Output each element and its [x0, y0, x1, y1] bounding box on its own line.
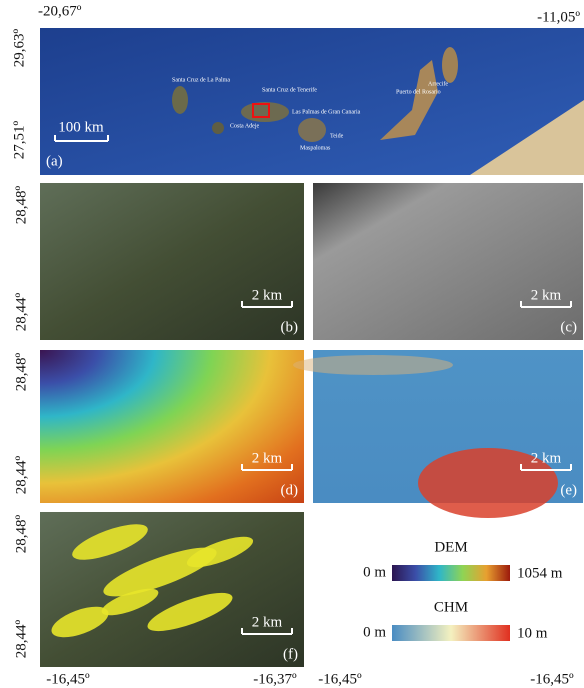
- island: [212, 122, 224, 134]
- place-name: Arrecife: [428, 80, 448, 87]
- island: [172, 86, 188, 114]
- latitude-label: 28,48º: [13, 352, 29, 391]
- place-name: Santa Cruz de Tenerife: [262, 86, 317, 93]
- legend-min: 0 m: [363, 624, 386, 640]
- place-name: Puerto del Rosario: [396, 89, 441, 95]
- panel-image: [313, 183, 583, 340]
- colorbar: [392, 565, 510, 581]
- legend-title: DEM: [434, 539, 467, 555]
- panel-label: (b): [281, 319, 299, 335]
- panel-image: [40, 512, 304, 667]
- panel: 2 km (d): [40, 350, 304, 503]
- longitude-label: -16,45º: [530, 671, 574, 687]
- scale-bar-label: 100 km: [58, 119, 104, 135]
- panel-label: (f): [283, 646, 298, 662]
- place-name: Costa Adeje: [230, 123, 259, 129]
- place-name: Maspalomas: [300, 145, 331, 151]
- panel: 2 km (e): [293, 350, 583, 518]
- latitude-label: 28,44º: [13, 292, 29, 331]
- legend-max: 10 m: [517, 625, 548, 641]
- ocean: [40, 28, 584, 175]
- panel: 2 km (b): [40, 183, 304, 340]
- legend: CHM 0 m 10 m: [363, 599, 548, 641]
- latitude-label: 29,63º: [11, 28, 27, 67]
- latitude-label: 28,48º: [13, 514, 29, 553]
- legend-title: CHM: [434, 599, 468, 615]
- place-name: Las Palmas de Gran Canaria: [292, 109, 361, 115]
- longitude-label: -11,05º: [537, 9, 580, 25]
- latitude-label: 28,44º: [13, 455, 29, 494]
- latitude-label: 27,51º: [11, 120, 27, 159]
- scale-bar-label: 2 km: [531, 450, 562, 466]
- panel: 2 km (c): [313, 183, 583, 340]
- legend-max: 1054 m: [517, 565, 563, 581]
- panel-label: (e): [560, 482, 577, 498]
- panel-label: (c): [560, 319, 577, 335]
- panel-label: (a): [46, 153, 63, 169]
- scale-bar-label: 2 km: [252, 450, 283, 466]
- panel: 2 km (f): [40, 512, 304, 667]
- overview-map: [40, 28, 584, 175]
- panel-image: [40, 183, 304, 340]
- place-name: Teide: [330, 133, 344, 139]
- panel-image: [40, 350, 304, 503]
- chm-hotspot: [293, 355, 453, 375]
- latitude-label: 28,44º: [13, 619, 29, 658]
- longitude-label: -16,45º: [318, 671, 362, 687]
- scale-bar-label: 2 km: [531, 287, 562, 303]
- island: [298, 118, 326, 142]
- latitude-label: 28,48º: [13, 185, 29, 224]
- panel-label: (d): [281, 482, 299, 498]
- island: [442, 47, 458, 83]
- figure: -20,67º -11,05º 29,63º 27,51º 100 km (a) Santa…: [0, 0, 584, 688]
- scale-bar-label: 2 km: [252, 287, 283, 303]
- longitude-label: -16,45º: [46, 671, 90, 687]
- place-name: Santa Cruz de La Palma: [172, 77, 230, 83]
- longitude-label: -20,67º: [38, 3, 82, 19]
- colorbar: [392, 625, 510, 641]
- legend: DEM 0 m 1054 m: [363, 539, 563, 581]
- scale-bar-label: 2 km: [252, 614, 283, 630]
- longitude-label: -16,37º: [253, 671, 297, 687]
- legend-min: 0 m: [363, 564, 386, 580]
